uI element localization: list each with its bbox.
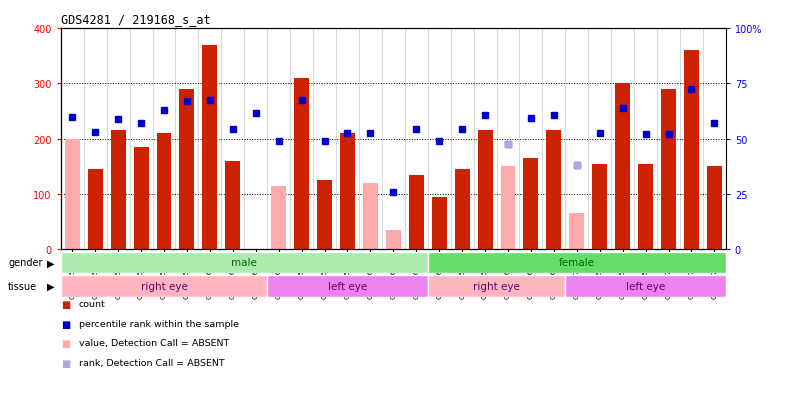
Bar [363, 183, 378, 250]
Text: tissue: tissue [8, 281, 37, 291]
Bar [409, 175, 423, 250]
Bar [386, 230, 401, 250]
Text: female: female [559, 258, 594, 268]
Bar [500, 167, 516, 250]
Bar [684, 51, 699, 250]
Bar [61, 252, 427, 273]
Text: GDS4281 / 219168_s_at: GDS4281 / 219168_s_at [61, 13, 210, 26]
Bar [547, 131, 561, 250]
Bar [569, 214, 584, 250]
Bar [294, 78, 309, 250]
Text: male: male [231, 258, 257, 268]
Text: ▶: ▶ [47, 281, 54, 291]
Text: left eye: left eye [626, 281, 665, 291]
Bar [88, 170, 103, 250]
Bar [61, 275, 267, 297]
Bar [431, 197, 447, 250]
Text: ■: ■ [61, 299, 70, 309]
Bar [638, 164, 653, 250]
Text: ▶: ▶ [47, 258, 54, 268]
Bar [157, 134, 171, 250]
Bar [427, 275, 565, 297]
Text: right eye: right eye [140, 281, 187, 291]
Bar [455, 170, 470, 250]
Bar [225, 161, 240, 250]
Bar [707, 167, 722, 250]
Bar [565, 275, 726, 297]
Text: gender: gender [8, 258, 43, 268]
Text: percentile rank within the sample: percentile rank within the sample [79, 319, 238, 328]
Text: value, Detection Call = ABSENT: value, Detection Call = ABSENT [79, 339, 229, 348]
Bar [110, 131, 126, 250]
Text: count: count [79, 299, 105, 308]
Bar [179, 90, 195, 250]
Bar [427, 252, 726, 273]
Bar [65, 140, 79, 250]
Text: ■: ■ [61, 358, 70, 368]
Bar [523, 159, 539, 250]
Text: rank, Detection Call = ABSENT: rank, Detection Call = ABSENT [79, 358, 225, 368]
Bar [616, 84, 630, 250]
Bar [592, 164, 607, 250]
Bar [478, 131, 492, 250]
Text: ■: ■ [61, 319, 70, 329]
Bar [203, 45, 217, 250]
Bar [317, 183, 332, 250]
Bar [317, 181, 332, 250]
Bar [267, 275, 427, 297]
Text: right eye: right eye [473, 281, 520, 291]
Bar [661, 90, 676, 250]
Text: ■: ■ [61, 339, 70, 349]
Bar [340, 134, 355, 250]
Text: left eye: left eye [328, 281, 367, 291]
Bar [134, 148, 148, 250]
Bar [271, 186, 286, 250]
